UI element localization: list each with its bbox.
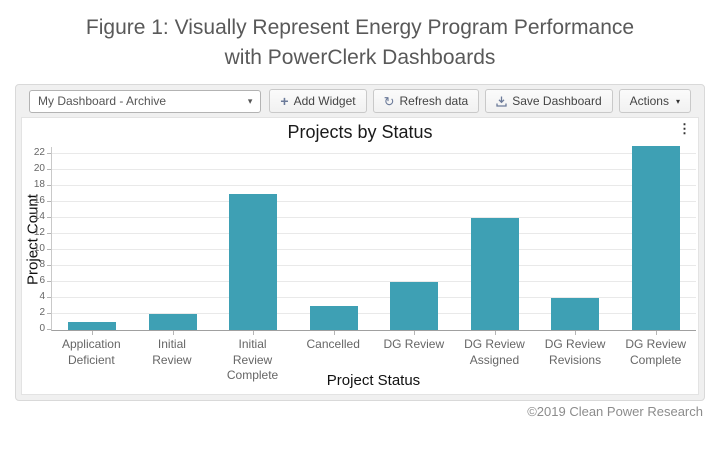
chart-widget: ⋮ Projects by Status Project Count 0 2 4 6 8… bbox=[21, 117, 699, 395]
x-category-label: DG Review Assigned bbox=[464, 337, 525, 367]
y-tick-label: 6 bbox=[39, 275, 45, 286]
x-category-label: Initial Review Complete bbox=[226, 337, 279, 383]
x-tick-mark bbox=[575, 331, 577, 335]
y-tick-mark bbox=[47, 233, 51, 234]
y-tick-label: 14 bbox=[33, 211, 45, 222]
chart-title: Projects by Status bbox=[287, 122, 433, 142]
bar-column bbox=[294, 147, 375, 335]
save-dashboard-label: Save Dashboard bbox=[512, 94, 602, 108]
figure-title-line1: Figure 1: Visually Represent Energy Prog… bbox=[85, 16, 635, 39]
bar-column bbox=[133, 147, 214, 335]
y-tick-label: 10 bbox=[33, 243, 45, 254]
y-tick-mark bbox=[47, 297, 51, 298]
bar[interactable] bbox=[470, 218, 519, 330]
x-category-label: Initial Review bbox=[152, 337, 192, 367]
y-tick-mark bbox=[47, 201, 51, 202]
gridline bbox=[52, 281, 696, 282]
y-tick-mark bbox=[47, 281, 51, 282]
bar-column bbox=[52, 147, 133, 335]
refresh-icon: ↻ bbox=[383, 93, 395, 109]
y-tick-label: 4 bbox=[39, 291, 45, 302]
gridline bbox=[52, 233, 696, 234]
y-tick-label: 12 bbox=[33, 227, 45, 238]
x-tick-mark bbox=[414, 331, 416, 335]
bar-column bbox=[535, 147, 616, 335]
gridline bbox=[52, 297, 696, 298]
gridline bbox=[52, 217, 696, 218]
bar-column bbox=[213, 147, 294, 335]
figure-title-line2: with PowerClerk Dashboards bbox=[224, 46, 496, 70]
x-axis-title: Project Status bbox=[326, 372, 421, 389]
x-tick-mark bbox=[655, 331, 657, 335]
y-tick-label: 0 bbox=[39, 323, 45, 334]
y-axis-title: Project Count bbox=[24, 194, 42, 285]
x-labels: Application Deficient Initial Review Initi… bbox=[51, 337, 696, 384]
y-tick-label: 8 bbox=[39, 259, 45, 270]
bar[interactable] bbox=[148, 314, 197, 330]
add-widget-button[interactable]: + Add Widget bbox=[269, 89, 367, 113]
gridline bbox=[52, 313, 696, 314]
y-tick-mark bbox=[47, 217, 51, 218]
bar[interactable] bbox=[551, 298, 600, 330]
gridline bbox=[52, 153, 696, 154]
x-category-label: Cancelled bbox=[306, 337, 360, 351]
bar-column bbox=[616, 146, 697, 335]
add-widget-label: Add Widget bbox=[293, 94, 356, 108]
x-category-label: DG Review Complete bbox=[625, 337, 687, 367]
dashboard-toolbar: My Dashboard - Archive ▾ + Add Widget ↻ … bbox=[16, 85, 704, 117]
y-tick-label: 22 bbox=[33, 147, 45, 158]
y-tick-mark bbox=[47, 169, 51, 170]
x-category-label: DG Review bbox=[383, 337, 445, 351]
x-category-label: Application Deficient bbox=[61, 337, 121, 367]
save-download-icon bbox=[496, 96, 507, 107]
chevron-down-icon: ▾ bbox=[675, 96, 680, 106]
chevron-down-icon: ▾ bbox=[247, 95, 253, 106]
dashboard-select-value: My Dashboard - Archive bbox=[38, 94, 167, 108]
bar[interactable] bbox=[229, 194, 278, 330]
dashboard-select[interactable]: My Dashboard - Archive ▾ bbox=[29, 89, 262, 113]
y-tick-mark bbox=[47, 265, 51, 266]
x-tick-mark bbox=[172, 331, 174, 335]
x-tick-mark bbox=[494, 331, 496, 335]
bar-column bbox=[455, 147, 536, 335]
actions-button[interactable]: Actions ▾ bbox=[618, 89, 691, 113]
y-tick-mark bbox=[47, 153, 51, 154]
gridline bbox=[52, 265, 696, 266]
bar-column bbox=[374, 147, 455, 335]
save-dashboard-button[interactable]: Save Dashboard bbox=[485, 89, 613, 113]
y-tick-mark bbox=[47, 249, 51, 250]
gridline bbox=[52, 185, 696, 186]
refresh-data-label: Refresh data bbox=[399, 94, 469, 108]
y-tick-label: 18 bbox=[33, 179, 45, 190]
y-tick-mark bbox=[47, 313, 51, 314]
widget-menu-kebab-icon[interactable]: ⋮ bbox=[678, 121, 691, 136]
dashboard-container: My Dashboard - Archive ▾ + Add Widget ↻ … bbox=[15, 84, 705, 401]
gridline bbox=[52, 169, 696, 170]
bar[interactable] bbox=[68, 322, 117, 330]
x-tick-mark bbox=[333, 331, 335, 335]
y-tick-mark bbox=[47, 329, 51, 330]
x-tick-mark bbox=[92, 331, 94, 335]
y-tick-label: 16 bbox=[33, 195, 45, 206]
x-category-label: DG Review Revisions bbox=[544, 337, 606, 367]
bar[interactable] bbox=[309, 306, 358, 330]
bar-columns bbox=[52, 146, 697, 335]
bar[interactable] bbox=[390, 282, 439, 330]
actions-label: Actions bbox=[629, 94, 669, 108]
figure-title: Figure 1: Visually Represent Energy Prog… bbox=[0, 0, 720, 74]
gridline bbox=[52, 201, 696, 202]
y-tick-mark bbox=[47, 185, 51, 186]
refresh-data-button[interactable]: ↻ Refresh data bbox=[372, 89, 480, 113]
plot-area: 0 2 4 6 8 10 12 14 16 18 20 22 bbox=[34, 146, 697, 335]
bar[interactable] bbox=[631, 146, 680, 330]
y-tick-label: 2 bbox=[39, 307, 45, 318]
x-tick-mark bbox=[253, 331, 255, 335]
gridline bbox=[52, 249, 696, 250]
copyright-credit: ©2019 Clean Power Research bbox=[527, 404, 703, 419]
y-tick-label: 20 bbox=[33, 163, 45, 174]
plus-icon: + bbox=[280, 93, 289, 109]
